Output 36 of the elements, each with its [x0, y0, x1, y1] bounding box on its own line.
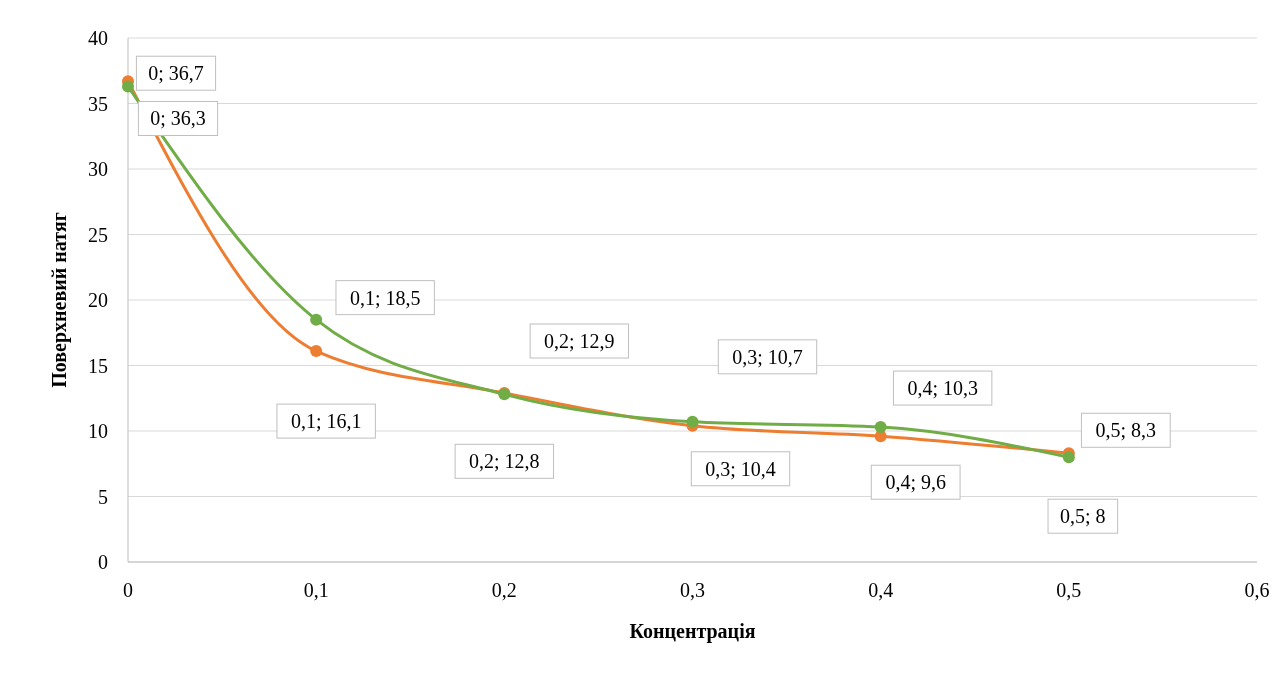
point — [1062, 451, 1075, 464]
data-label: 0,5; 8 — [1060, 505, 1106, 528]
point — [686, 415, 699, 428]
data-label: 0,1; 16,1 — [290, 410, 362, 433]
y-tick-label: 15 — [88, 354, 108, 377]
point — [310, 345, 323, 358]
data-label: 0,2; 12,9 — [544, 330, 615, 353]
y-axis-title: Поверхневий натяг — [48, 212, 71, 388]
data-label: 0,5; 8,3 — [1095, 419, 1157, 442]
x-axis-title: Концентрація — [629, 620, 756, 643]
data-label: 0; 36,7 — [148, 62, 204, 85]
point — [874, 421, 887, 434]
y-tick-label: 25 — [88, 223, 108, 246]
data-label: 0; 36,3 — [150, 107, 206, 130]
y-tick-label: 35 — [88, 92, 108, 115]
x-tick-label: 0,1 — [303, 579, 329, 601]
data-label: 0,4; 10,3 — [907, 377, 978, 400]
x-tick-label: 0,6 — [1244, 579, 1270, 601]
y-tick-label: 40 — [88, 27, 108, 49]
y-tick-label: 20 — [88, 289, 108, 311]
point — [310, 313, 323, 326]
y-tick-label: 0 — [98, 551, 108, 573]
point — [122, 80, 134, 93]
y-tick-label: 5 — [98, 485, 108, 508]
x-tick-label: 0 — [123, 579, 133, 601]
data-label: 0,3; 10,7 — [732, 345, 803, 368]
x-tick-label: 0,4 — [868, 579, 894, 601]
x-tick-label: 0,5 — [1056, 579, 1082, 601]
data-label: 0,3; 10,4 — [705, 457, 776, 480]
x-tick-label: 0,3 — [680, 579, 705, 601]
x-tick-label: 0,2 — [491, 579, 517, 601]
data-label: 0,2; 12,8 — [469, 450, 540, 473]
data-label: 0,1; 18,5 — [349, 286, 421, 309]
data-label: 0,4; 9,6 — [885, 471, 946, 494]
y-tick-label: 10 — [88, 420, 108, 442]
y-tick-label: 30 — [88, 158, 108, 180]
